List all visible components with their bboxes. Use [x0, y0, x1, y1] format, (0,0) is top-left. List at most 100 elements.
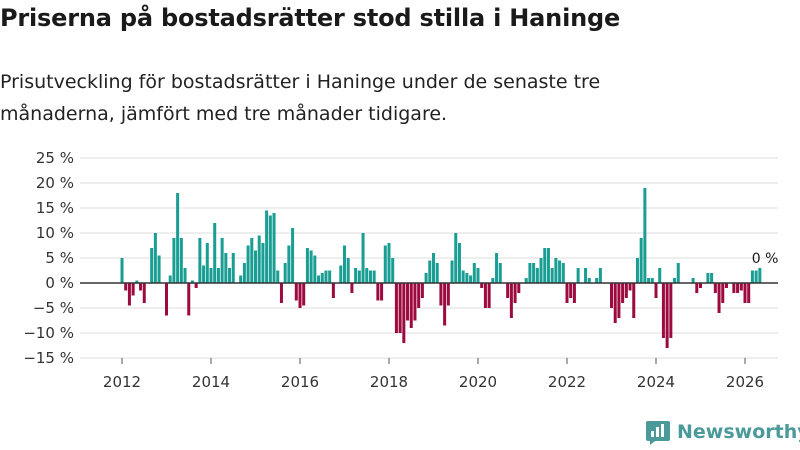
bar: [413, 283, 417, 321]
bar: [710, 273, 714, 283]
bar: [150, 248, 154, 283]
bar: [695, 283, 699, 293]
bar: [558, 260, 562, 283]
bar: [183, 268, 187, 283]
bar: [617, 283, 621, 318]
bar: [131, 283, 135, 296]
bar: [535, 268, 539, 283]
bar: [302, 283, 306, 306]
bar: [127, 283, 131, 306]
bar: [658, 268, 662, 283]
bar: [291, 228, 295, 283]
newsworthy-logo-icon: [646, 421, 670, 445]
bar: [621, 283, 625, 303]
gridlines: [80, 157, 778, 359]
bar: [598, 268, 602, 283]
bars: [120, 188, 762, 348]
x-tick-label: 2018: [370, 373, 408, 391]
bar: [576, 268, 580, 283]
y-tick-label: 0 %: [45, 274, 74, 292]
bar: [172, 238, 176, 283]
bar: [168, 275, 172, 283]
bar: [165, 283, 169, 316]
bar: [294, 283, 298, 301]
bar: [461, 270, 465, 283]
bar: [265, 210, 269, 283]
bar: [632, 283, 636, 318]
bar: [435, 263, 439, 283]
bar: [491, 278, 495, 283]
bar: [205, 243, 209, 283]
bar: [587, 278, 591, 283]
bar: [361, 233, 365, 283]
bar: [339, 265, 343, 283]
bar: [480, 283, 484, 288]
bar: [524, 278, 528, 283]
x-tick-label: 2016: [281, 373, 319, 391]
bar: [320, 273, 324, 283]
bar: [650, 278, 654, 283]
y-tick-label: −10 %: [23, 324, 74, 342]
bar: [572, 283, 576, 303]
bar: [498, 263, 502, 283]
bar: [457, 243, 461, 283]
bar: [309, 250, 313, 283]
bar: [380, 283, 384, 301]
bar: [142, 283, 146, 303]
bar: [272, 213, 276, 283]
y-tick-label: −5 %: [33, 299, 74, 317]
bar: [268, 215, 272, 283]
bar: [209, 268, 213, 283]
bar: [283, 263, 287, 283]
bar: [246, 245, 250, 283]
bar: [546, 248, 550, 283]
bar: [639, 238, 643, 283]
bar: [394, 283, 398, 333]
bar: [239, 275, 243, 283]
bar: [220, 238, 224, 283]
bar: [543, 248, 547, 283]
bar: [176, 193, 180, 283]
bar: [194, 283, 198, 288]
bar: [665, 283, 669, 348]
y-tick-label: 15 %: [36, 199, 74, 217]
bar: [446, 283, 450, 306]
bar: [250, 238, 254, 283]
bar: [202, 265, 206, 283]
bar: [517, 283, 521, 293]
bar: [409, 283, 413, 328]
y-tick-label: 5 %: [45, 249, 74, 267]
bar: [328, 270, 332, 283]
bar: [569, 283, 573, 298]
bar: [513, 283, 517, 303]
bar: [276, 270, 280, 283]
bar: [754, 270, 758, 283]
bar: [317, 275, 321, 283]
bar: [216, 268, 220, 283]
bar: [454, 233, 458, 283]
bar: [739, 283, 743, 291]
bar: [476, 268, 480, 283]
bar: [747, 283, 751, 303]
bar: [732, 283, 736, 293]
bar: [346, 258, 350, 283]
bar: [647, 278, 651, 283]
bar: [417, 283, 421, 308]
y-tick-label: 20 %: [36, 174, 74, 192]
bar: [139, 283, 143, 291]
bar: [721, 283, 725, 303]
bar: [487, 283, 491, 308]
bar: [610, 283, 614, 308]
bar: [624, 283, 628, 298]
bar: [443, 283, 447, 326]
bar: [331, 283, 335, 298]
bar: [528, 263, 532, 283]
bar: [228, 268, 232, 283]
y-tick-label: −15 %: [23, 349, 74, 367]
bar: [135, 280, 139, 283]
bar: [365, 268, 369, 283]
bar: [450, 260, 454, 283]
bar: [717, 283, 721, 313]
bar: [298, 283, 302, 308]
